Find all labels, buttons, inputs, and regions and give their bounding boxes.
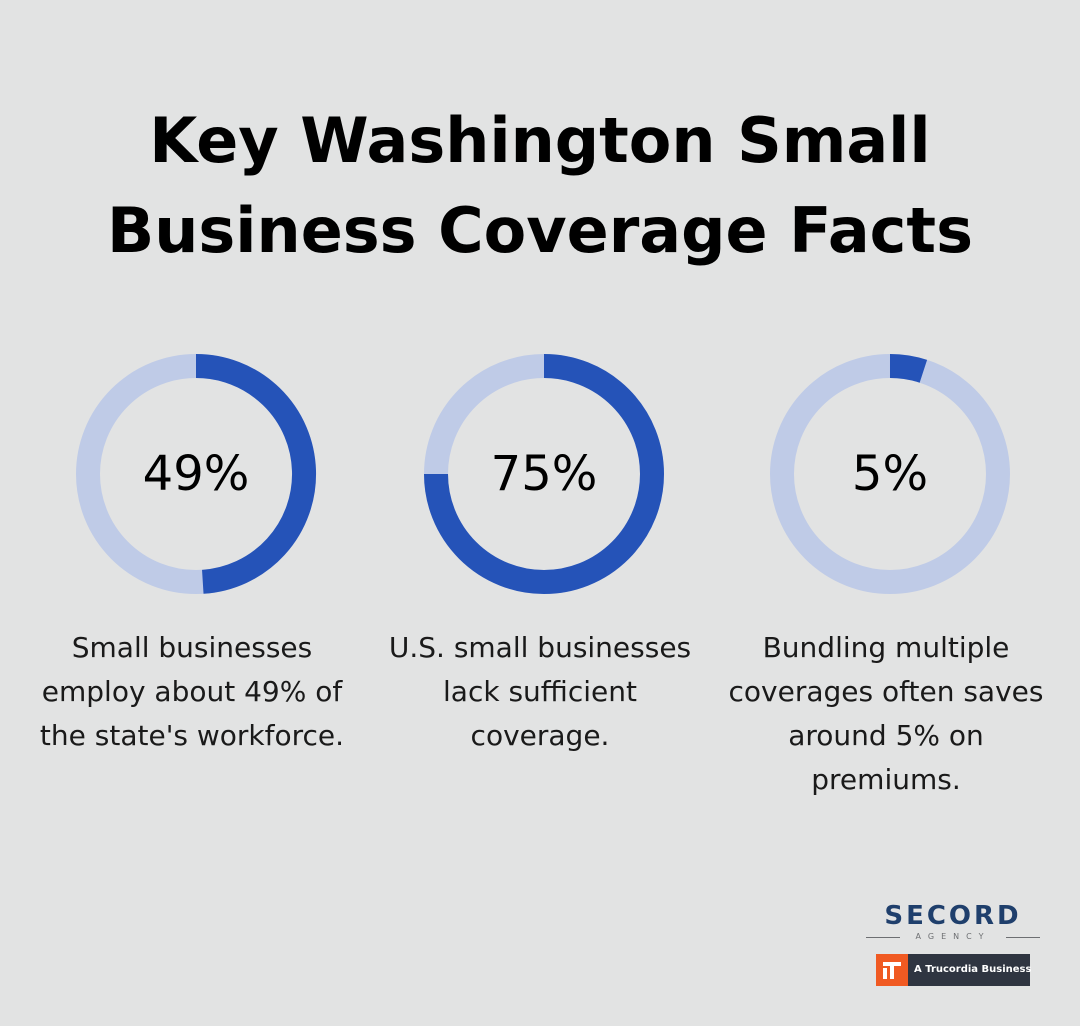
donut-chart-1 (76, 354, 317, 594)
donut-arc-2 (424, 354, 664, 594)
badge-text: A Trucordia Business (914, 964, 1032, 975)
logo-name: SECORD (884, 901, 1022, 931)
stat-caption-2: U.S. small businesses lack sufficient co… (388, 631, 692, 752)
title-line-1: Key Washington Small (149, 104, 931, 177)
logo-subtitle: AGENCY (860, 930, 1046, 944)
donut-chart-2 (424, 354, 664, 594)
stat-caption-1: Small businesses employ about 49% of the… (39, 631, 345, 752)
page-title: Key Washington Small Business Coverage F… (0, 96, 1080, 276)
donut-value-2: 75% (490, 446, 598, 502)
secord-agency-logo: SECORD AGENCY A Trucordia Business (860, 900, 1046, 992)
donut-value-1: 49% (142, 446, 250, 502)
title-line-2: Business Coverage Facts (107, 194, 973, 267)
trucordia-badge: A Trucordia Business (876, 954, 1032, 986)
donut-arc-1 (195, 354, 317, 594)
stat-caption-3: Bundling multiple coverages often saves … (728, 631, 1044, 796)
donut-arc-3 (889, 354, 928, 383)
donut-chart-3 (770, 354, 1010, 594)
trucordia-icon (876, 954, 908, 986)
donut-value-3: 5% (851, 446, 929, 502)
